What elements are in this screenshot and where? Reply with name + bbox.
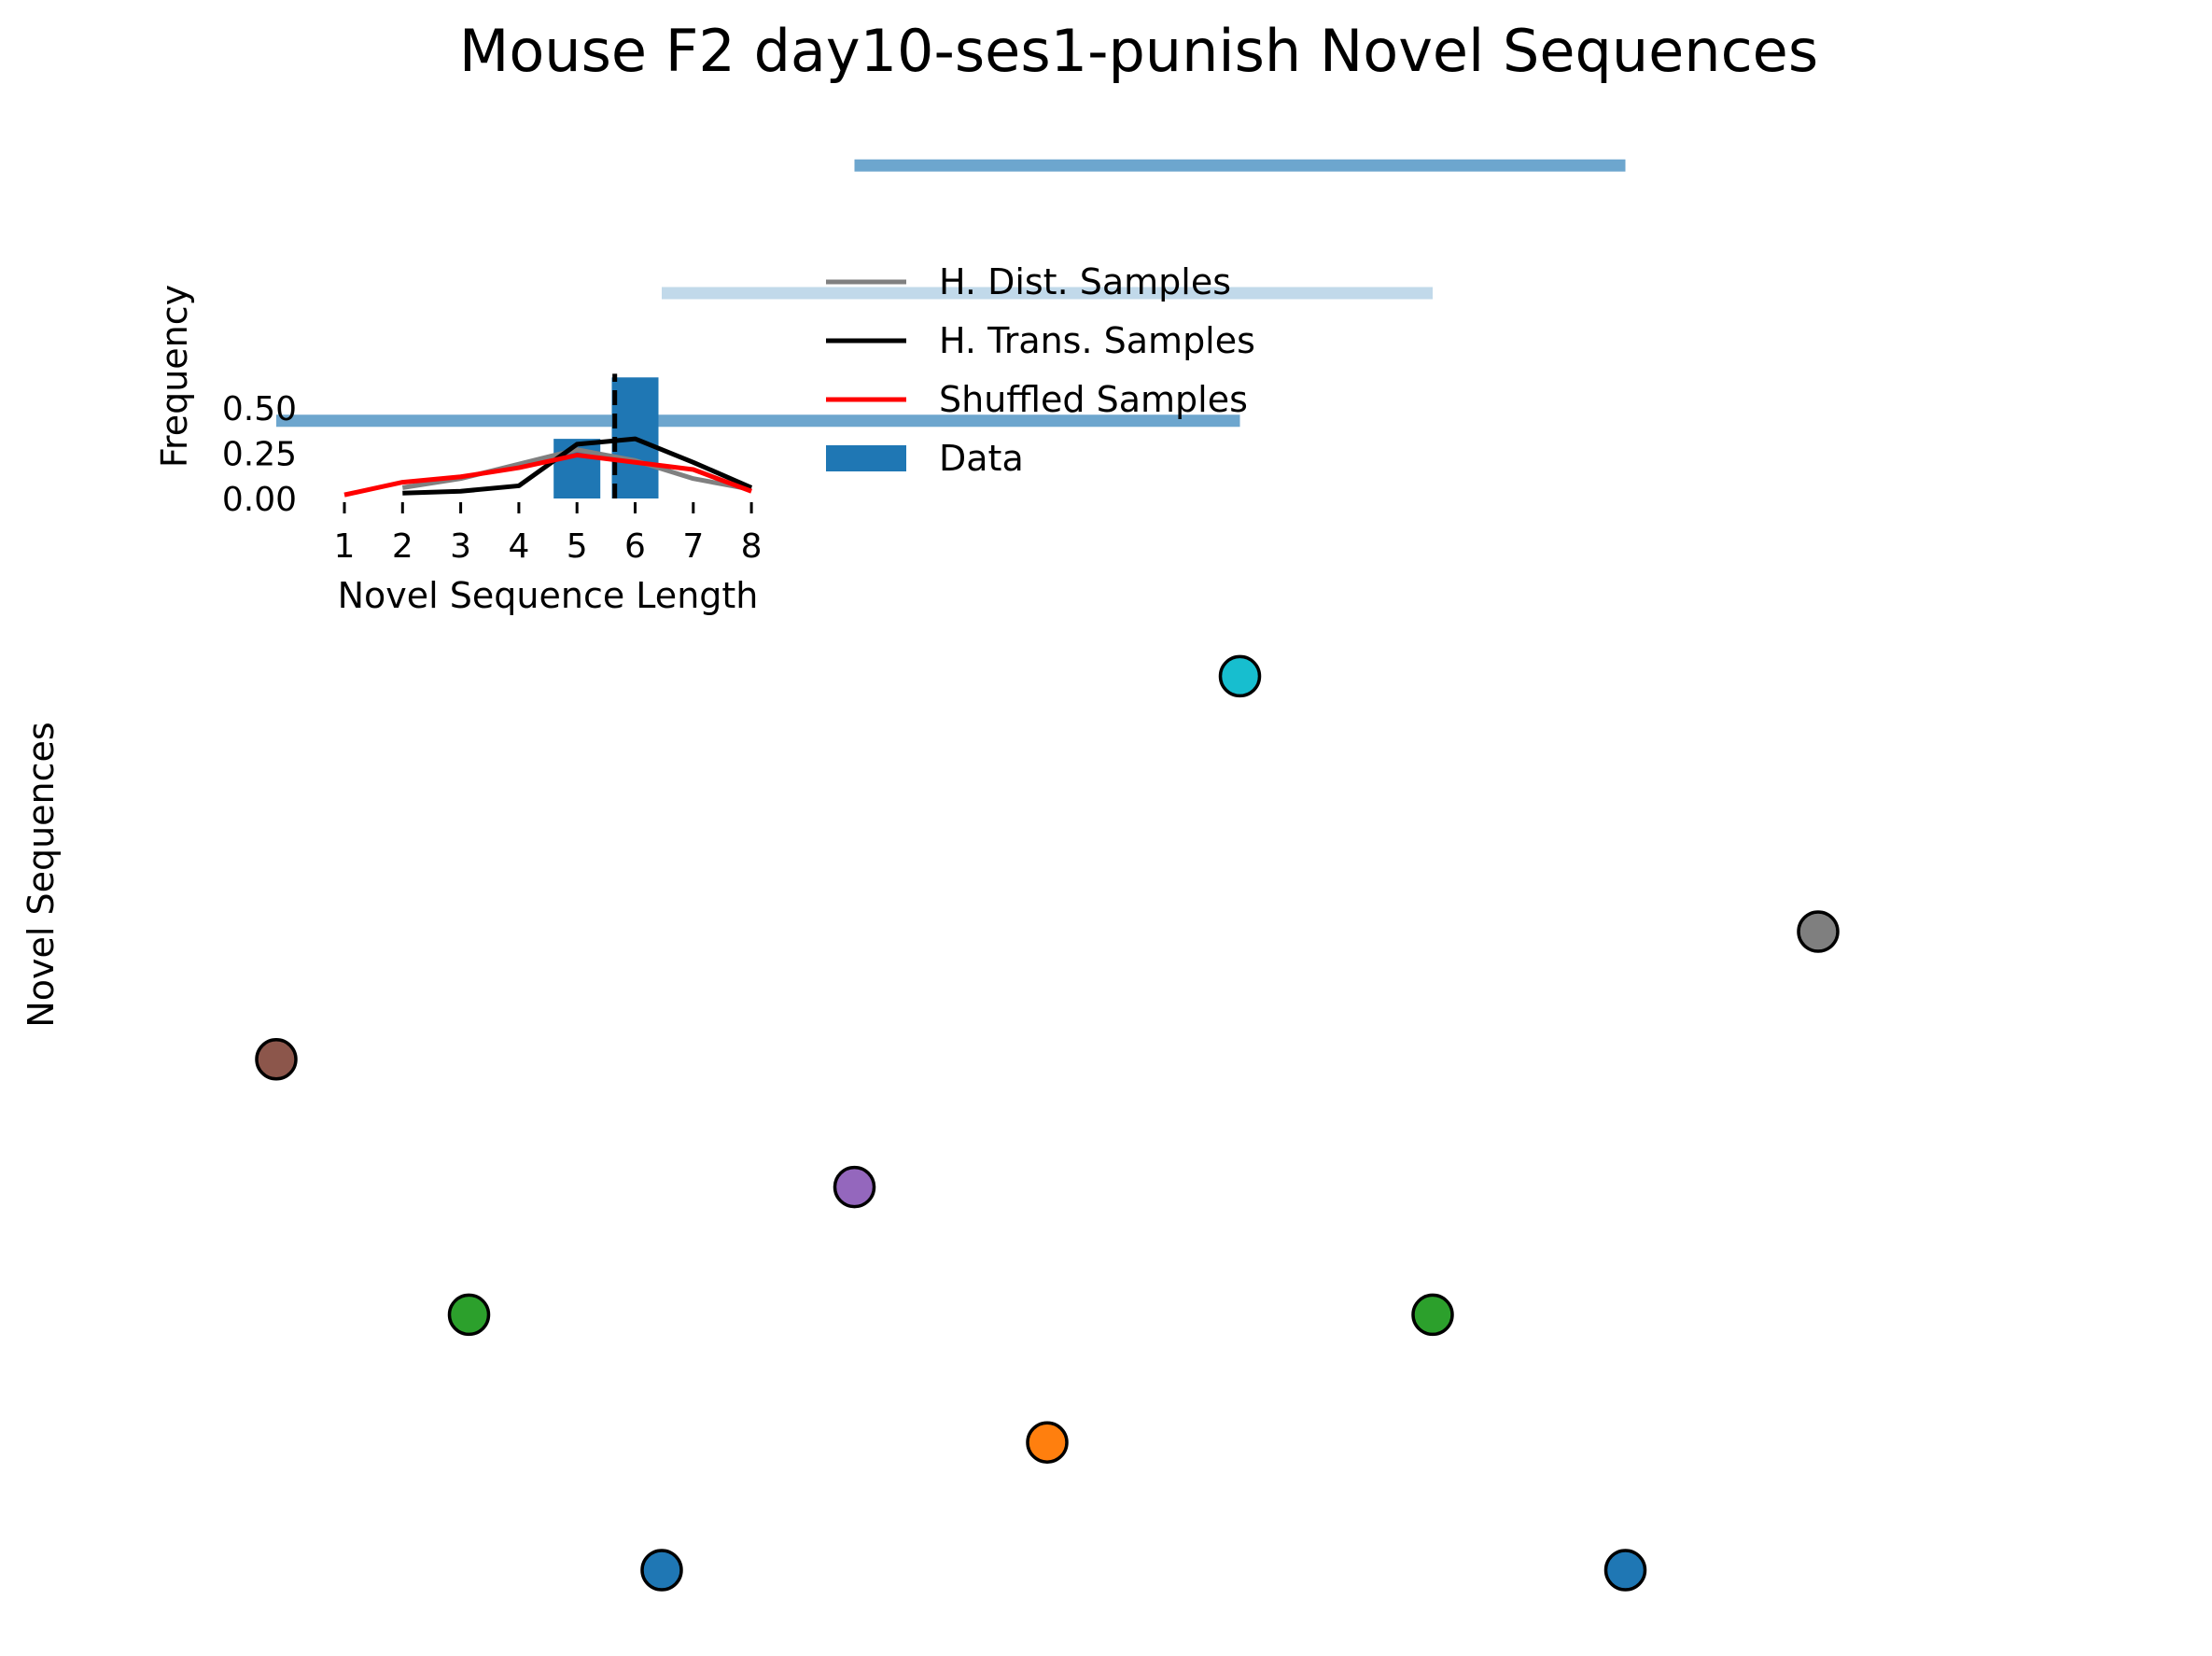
- inset-x-tick-label: 3: [450, 527, 471, 566]
- inset-x-tick-label: 4: [508, 527, 529, 566]
- sequence-node: [1218, 654, 1262, 698]
- inset-x-axis-label: Novel Sequence Length: [338, 575, 759, 616]
- inset-series-line: [343, 453, 752, 498]
- inset-y-axis: 0.00 0.25 0.50: [222, 390, 297, 519]
- inset-x-tick-label: 6: [624, 527, 646, 566]
- inset-x-tick-label: 1: [334, 527, 356, 566]
- inset-x-tick-label: 7: [682, 527, 704, 566]
- inset-series-line: [402, 436, 753, 496]
- inset-y-tick-label: 0.50: [222, 390, 297, 428]
- inset-x-tick-label: 5: [567, 527, 588, 566]
- sequence-node: [1411, 1293, 1454, 1337]
- main-y-axis-label: Novel Sequences: [21, 722, 62, 1027]
- chart-title: Mouse F2 day10-ses1-punish Novel Sequenc…: [459, 17, 1818, 85]
- sequence-node: [447, 1293, 491, 1337]
- sequence-node: [255, 1038, 298, 1081]
- inset-y-tick-label: 0.00: [222, 481, 297, 519]
- sequence-node: [640, 1549, 683, 1592]
- sequence-node: [1603, 1549, 1647, 1592]
- inset-x-tick-label: 8: [741, 527, 763, 566]
- legend-label: Data: [939, 438, 1024, 479]
- legend-label: H. Trans. Samples: [939, 320, 1255, 361]
- main-nodes: [255, 654, 1840, 1592]
- sequence-node: [1797, 910, 1840, 953]
- sequence-node: [833, 1165, 876, 1209]
- inset-legend: H. Dist. Samples H. Trans. Samples Shuffle…: [826, 261, 1255, 479]
- inset-x-tick-label: 2: [392, 527, 413, 566]
- inset-sample-lines: [343, 436, 753, 498]
- legend-swatch: [826, 445, 906, 471]
- inset-y-axis-label: Frequency: [154, 285, 195, 468]
- legend-label: H. Dist. Samples: [939, 261, 1231, 302]
- main-bars: [276, 159, 1626, 428]
- sequence-node: [1026, 1421, 1069, 1464]
- legend-label: Shuffled Samples: [939, 379, 1248, 420]
- inset-y-tick-label: 0.25: [222, 436, 297, 474]
